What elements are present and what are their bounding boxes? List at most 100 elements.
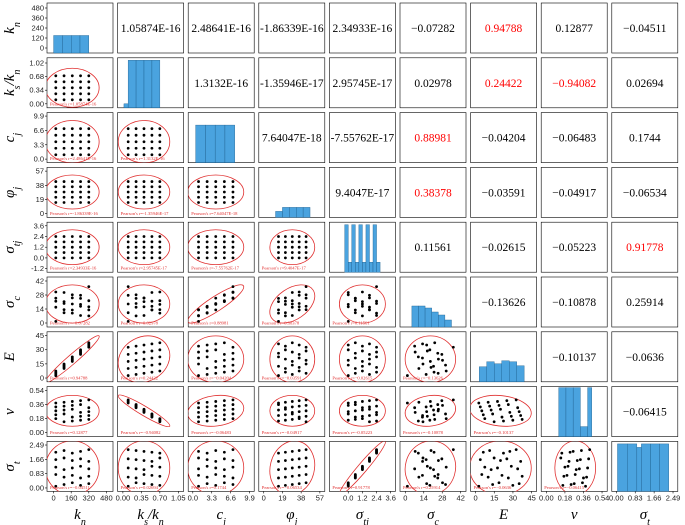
scatter-point <box>231 290 235 294</box>
scatter-point <box>375 370 378 374</box>
scatter-point <box>417 400 421 404</box>
scatter-point <box>502 451 505 455</box>
scatter-point <box>70 419 74 423</box>
scatter-point <box>283 357 287 361</box>
scatter-point <box>158 355 162 359</box>
cell: Pearson's r=−0.04204 <box>187 331 255 383</box>
label-part: n <box>81 517 86 525</box>
correlation-value: 0.94788 <box>485 23 523 35</box>
scatter-point <box>126 352 130 356</box>
cell: −0.06415 <box>611 386 679 437</box>
scatter-point <box>568 450 572 454</box>
confidence-ellipse <box>47 67 100 108</box>
pearson-prefix: Pearson's r= <box>474 430 497 435</box>
scatter-point <box>428 348 432 352</box>
y-tick-label: 0.36 <box>29 400 44 409</box>
pearson-label: Pearson's r=−0.10878 <box>403 430 444 435</box>
correlation-value: -1.35946E-17 <box>260 78 324 90</box>
scatter-point <box>214 251 218 254</box>
pearson-value: -1.35946E-17 <box>143 211 169 216</box>
scatter-point <box>277 311 280 315</box>
scatter-point <box>425 482 429 486</box>
pearson-label: Pearson's r=−0.13626 <box>403 375 444 380</box>
scatter-point <box>222 403 226 407</box>
scatter-point <box>425 464 429 468</box>
scatter-point <box>283 256 287 260</box>
scatter-point <box>158 483 162 487</box>
scatter-point <box>214 473 218 476</box>
cell-content <box>47 284 100 324</box>
scatter-point <box>290 483 294 486</box>
cell-content <box>338 394 386 427</box>
scatter-point <box>481 450 485 454</box>
correlation-value: 1.05874E-16 <box>121 23 181 35</box>
scatter-point <box>432 408 435 412</box>
scatter-point <box>87 251 91 254</box>
scatter-point <box>290 363 294 367</box>
scatter-point <box>134 251 138 254</box>
pearson-label: Pearson's r=0.24422 <box>121 375 159 380</box>
scatter-point <box>222 352 226 356</box>
cell-content <box>404 335 457 382</box>
scatter-point <box>290 291 294 294</box>
scatter-point <box>346 412 350 416</box>
scatter-point <box>277 414 280 417</box>
scatter-point <box>560 451 564 455</box>
cell: 0.02978 <box>399 57 467 109</box>
scatter-point <box>368 305 371 309</box>
confidence-ellipse <box>470 394 532 427</box>
scatter-point <box>222 256 226 260</box>
scatter-point <box>70 459 74 462</box>
scatter-point <box>158 290 162 294</box>
scatter-point <box>444 465 448 469</box>
scatter-point <box>421 456 425 460</box>
scatter-point <box>54 80 58 84</box>
scatter-point <box>197 190 200 194</box>
scatter-point <box>62 140 66 144</box>
cell: −0.07282 <box>399 2 467 54</box>
scatter-point <box>70 80 74 84</box>
pearson-prefix: Pearson's r= <box>191 211 214 216</box>
scatter-point <box>79 146 82 150</box>
scatter-point <box>54 146 58 150</box>
scatter-point <box>150 153 154 157</box>
pearson-prefix: Pearson's r= <box>332 485 355 490</box>
cell-frame <box>540 57 608 109</box>
pearson-label: Pearson's r=-1.35946E-17 <box>121 211 170 216</box>
y-tick-label: 0.18 <box>29 414 44 423</box>
pearson-label: Pearson's r=0.11561 <box>332 321 370 326</box>
scatter-point <box>214 245 218 249</box>
scatter-point <box>87 74 91 78</box>
pearson-prefix: Pearson's r= <box>332 375 355 380</box>
scatter-point <box>126 245 130 249</box>
scatter-point <box>346 343 350 347</box>
cell-frame <box>117 331 184 383</box>
histogram-bar <box>79 35 90 54</box>
x-tick-label: 6.6 <box>225 493 235 502</box>
pearson-label: Pearson's r=0.38378 <box>262 321 300 326</box>
scatter-point <box>79 464 82 468</box>
label-part: ν <box>2 408 18 415</box>
histogram-bar <box>362 262 367 273</box>
correlation-value: 0.38378 <box>414 187 452 199</box>
scatter-point <box>346 403 350 407</box>
y-tick-label: 3.6 <box>34 221 44 230</box>
label-part: k <box>2 89 18 96</box>
scatter-point <box>444 417 448 421</box>
scatter-point <box>304 235 308 238</box>
histogram-bar <box>438 314 446 328</box>
pearson-prefix: Pearson's r= <box>50 485 73 490</box>
histogram-bar <box>351 224 356 273</box>
scatter-point <box>277 419 280 423</box>
x-tick-label: 15 <box>490 493 498 502</box>
scatter-point <box>87 190 91 194</box>
cell: Pearson's r=1.3132E-16 <box>117 112 184 163</box>
cell-frame <box>540 331 608 383</box>
scatter-point <box>483 465 487 469</box>
scatter-point <box>346 358 350 362</box>
scatter-point <box>126 484 130 488</box>
scatter-point <box>142 235 146 238</box>
scatter-point <box>580 449 583 452</box>
scatter-point <box>368 308 371 311</box>
x-tick-label: 30 <box>509 493 517 502</box>
